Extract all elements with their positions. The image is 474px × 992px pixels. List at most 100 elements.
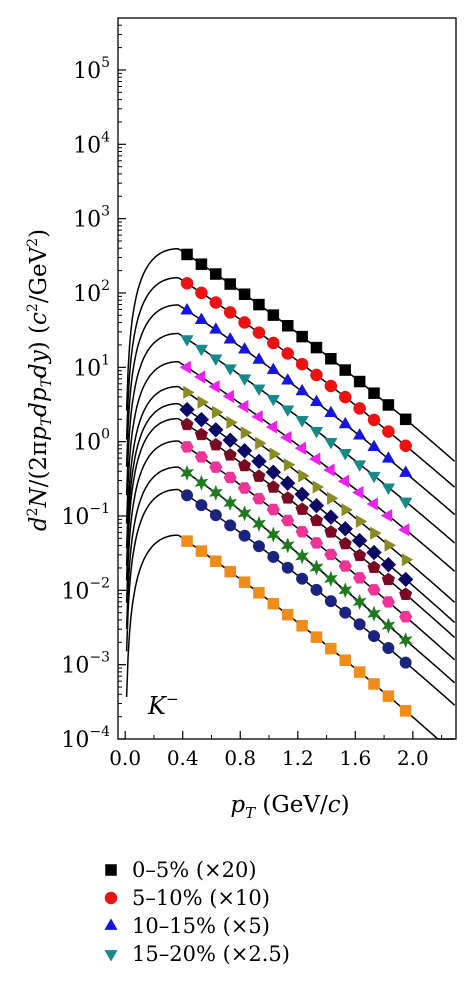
- spectra-chart: 0.0 0.4 0.8 1.2 1.6 2.0 10−410−310−210−110010…: [25, 17, 457, 822]
- y-tick-label: 10−2: [61, 575, 110, 604]
- data-point: [309, 513, 324, 527]
- data-point: [281, 373, 295, 385]
- data-point: [179, 401, 195, 418]
- data-point: [210, 268, 222, 280]
- y-tick-label: 105: [73, 55, 110, 84]
- data-point: [381, 617, 396, 634]
- data-point: [266, 503, 280, 516]
- data-point: [209, 354, 223, 367]
- data-point: [223, 448, 237, 461]
- x-axis-ticks: 0.0 0.4 0.8 1.2 1.6 2.0: [109, 731, 443, 770]
- data-point: [280, 430, 292, 445]
- data-point: [180, 335, 194, 347]
- data-point: [281, 514, 295, 527]
- legend-label: 10–15% (×5): [132, 914, 270, 938]
- data-point: [327, 491, 339, 505]
- data-point: [224, 519, 237, 532]
- data-point: [381, 572, 395, 586]
- data-point: [267, 597, 280, 610]
- data-point: [223, 331, 237, 344]
- data-point: [209, 296, 223, 309]
- data-point: [310, 583, 323, 596]
- x-tick-label: 2.0: [397, 746, 429, 770]
- data-point: [194, 451, 208, 463]
- data-point: [338, 536, 352, 550]
- y-axis-ticks: 10−4 10−3 10−2 10−1 100 101 102 103 104 105: [61, 24, 126, 753]
- particle-label: K−: [147, 690, 179, 720]
- legend-marker-icon: [104, 950, 118, 962]
- data-point: [312, 480, 325, 494]
- data-point: [382, 425, 395, 438]
- data-point: [267, 550, 280, 563]
- data-point: [353, 572, 367, 584]
- data-point: [309, 559, 324, 576]
- data-point: [353, 548, 367, 562]
- data-point: [240, 426, 253, 440]
- data-point: [281, 405, 295, 417]
- data-point: [401, 553, 414, 567]
- data-point: [223, 494, 238, 512]
- legend-item: 10–15% (×5): [100, 912, 290, 940]
- data-point: [179, 360, 191, 374]
- data-point: [352, 428, 367, 440]
- data-point: [179, 464, 195, 482]
- data-point: [104, 950, 118, 962]
- data-point: [266, 480, 280, 493]
- x-axis-label: pT (GeV/c): [230, 792, 349, 822]
- data-point: [380, 508, 393, 523]
- data-point: [104, 918, 118, 930]
- data-point: [325, 642, 337, 655]
- data-point: [324, 548, 338, 561]
- data-point: [309, 394, 324, 407]
- data-point: [238, 316, 251, 329]
- data-point: [323, 509, 339, 525]
- data-point: [338, 560, 352, 572]
- y-tick-label: 10−4: [61, 724, 110, 753]
- data-point: [251, 515, 267, 533]
- x-tick-label: 0.8: [224, 746, 256, 770]
- data-point: [380, 556, 397, 573]
- data-point: [252, 492, 266, 505]
- data-point: [324, 595, 337, 608]
- data-point: [310, 368, 323, 382]
- data-point: [251, 410, 263, 424]
- y-axis-label: d2N/(2πpTdpTdy) (c2/GeV2): [25, 229, 55, 531]
- data-point: [324, 405, 338, 418]
- data-point: [296, 330, 308, 343]
- data-point: [181, 535, 193, 547]
- y-tick-label: 104: [73, 129, 110, 158]
- data-point: [195, 286, 208, 300]
- data-point: [323, 570, 338, 587]
- data-point: [266, 526, 281, 543]
- data-point: [208, 422, 224, 438]
- data-point: [226, 415, 238, 430]
- legend-marker-icon: [104, 891, 118, 905]
- data-point: [355, 514, 368, 529]
- data-point: [352, 485, 364, 500]
- data-point: [281, 320, 294, 332]
- data-point: [105, 864, 117, 876]
- data-point: [295, 357, 309, 371]
- data-point: [353, 402, 366, 415]
- data-point: [295, 416, 309, 428]
- data-point: [194, 344, 209, 357]
- data-point: [224, 278, 236, 290]
- data-point: [381, 596, 395, 608]
- data-point: [366, 544, 382, 561]
- data-point: [341, 503, 353, 517]
- data-point: [309, 426, 324, 439]
- data-point: [399, 465, 413, 477]
- data-point: [180, 441, 194, 453]
- data-point: [382, 399, 395, 411]
- data-point: [238, 288, 251, 300]
- x-tick-label: 0.0: [109, 746, 141, 770]
- data-point: [397, 571, 414, 588]
- data-point: [180, 417, 194, 431]
- y-tick-label: 103: [73, 204, 110, 233]
- data-point: [399, 705, 412, 717]
- data-point: [399, 439, 412, 453]
- data-point: [398, 632, 413, 649]
- data-point: [195, 258, 208, 270]
- data-point: [252, 540, 265, 553]
- legend-label: 5–10% (×10): [132, 886, 270, 910]
